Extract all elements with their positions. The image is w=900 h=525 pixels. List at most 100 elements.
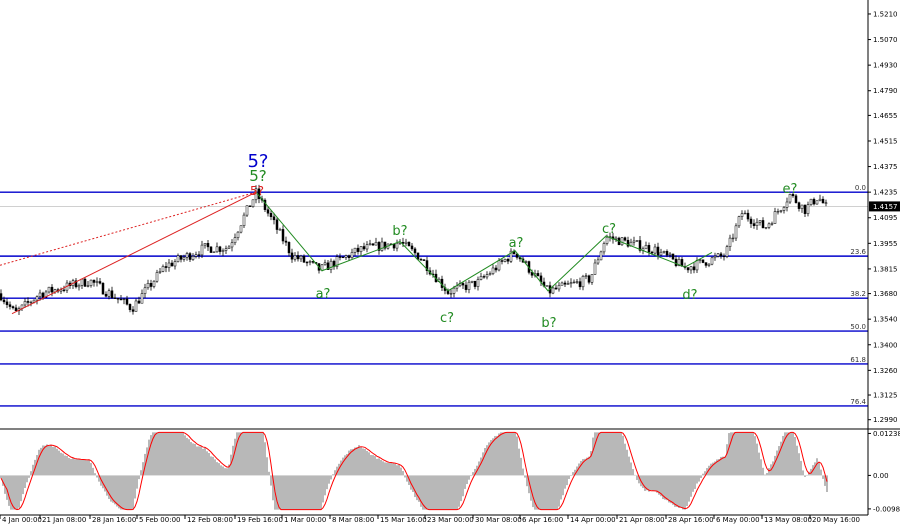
candle [806,201,810,217]
histogram-bar [628,456,630,476]
candle-body [152,280,156,287]
candle [482,274,486,279]
time-tick-label: 28 Apr 16:00 [668,516,714,524]
candle-body [815,200,819,205]
histogram-bar [66,456,68,476]
histogram-bar [822,475,824,479]
histogram-bar [634,474,636,476]
candle-body [35,296,39,301]
osc-tick-label: 0.00 [873,472,889,480]
histogram-bar [670,475,672,504]
histogram-bar [132,475,134,510]
histogram-bar [522,468,524,476]
candle [704,262,708,268]
histogram-bar [300,475,302,510]
candle-body [23,301,27,306]
candle-body [275,219,279,230]
histogram-bar [574,469,576,476]
candle-body [644,245,648,250]
histogram-bar [386,462,388,476]
candle [23,298,27,308]
histogram-bar [84,459,86,476]
current-price-badge [869,201,900,212]
candle-body [554,287,558,290]
histogram-bar [124,475,126,510]
candle-body [821,198,825,204]
candle [665,249,669,258]
histogram-bar [76,459,78,476]
candle [206,239,210,251]
histogram-bar [86,460,88,476]
histogram-bar [4,475,6,494]
candle-body [236,231,240,238]
price-tick-label: 1.4235 [873,189,898,197]
histogram-bar [718,459,720,476]
candle [371,243,375,246]
candle-body [359,246,363,252]
candle [413,247,417,256]
histogram-bar [110,475,112,502]
candle-body [530,272,534,276]
candle [251,199,255,208]
price-tick-label: 1.3955 [873,240,898,248]
candle [218,245,222,255]
candle [770,221,774,226]
histogram-bar [638,475,640,484]
candle [734,223,738,242]
histogram-bar [514,432,516,476]
candle [476,276,480,291]
price-tick-label: 1.3260 [873,367,898,375]
candle-body [239,225,243,233]
candle-body [302,255,306,263]
candle [92,279,96,287]
candle-body [173,261,177,267]
histogram-bar [6,475,8,500]
histogram-bar [388,462,390,476]
histogram-bar [294,475,296,510]
candle [707,263,711,268]
candle-body [230,242,234,248]
histogram-bar [682,475,684,510]
histogram-bar [618,432,620,476]
histogram-bar [698,475,700,482]
candle [107,288,111,300]
histogram-bar [430,475,432,510]
histogram-bar [42,445,44,476]
candle-body [764,227,768,229]
candle [47,286,51,294]
candle [623,236,627,242]
candle [578,277,582,290]
candle [719,251,723,259]
histogram-bar [700,475,702,478]
histogram-bar [370,455,372,476]
candle [125,295,129,306]
candle-body [374,242,378,246]
histogram-bar [596,432,598,476]
candle [515,253,519,260]
histogram-bar [604,432,606,476]
candle-body [227,246,231,249]
histogram-bar [80,459,82,476]
candle [749,216,753,228]
histogram-bar [96,475,98,478]
candle-body [536,273,540,277]
candle-body [29,301,33,304]
histogram-bar [658,475,660,495]
candle [131,306,135,315]
candle-body [200,244,204,256]
candle [0,289,3,302]
histogram-bar [556,475,558,510]
histogram-bar [138,475,140,480]
candle-body [305,261,309,264]
candle-body [83,278,87,287]
candle [59,287,63,294]
candle [791,193,795,198]
candle-body [812,198,816,205]
candle-body [134,300,138,312]
histogram-bar [306,475,308,510]
candle-body [794,195,798,203]
candle [221,248,225,257]
histogram-bar [594,432,596,476]
candle [728,234,732,251]
candle [761,217,765,229]
